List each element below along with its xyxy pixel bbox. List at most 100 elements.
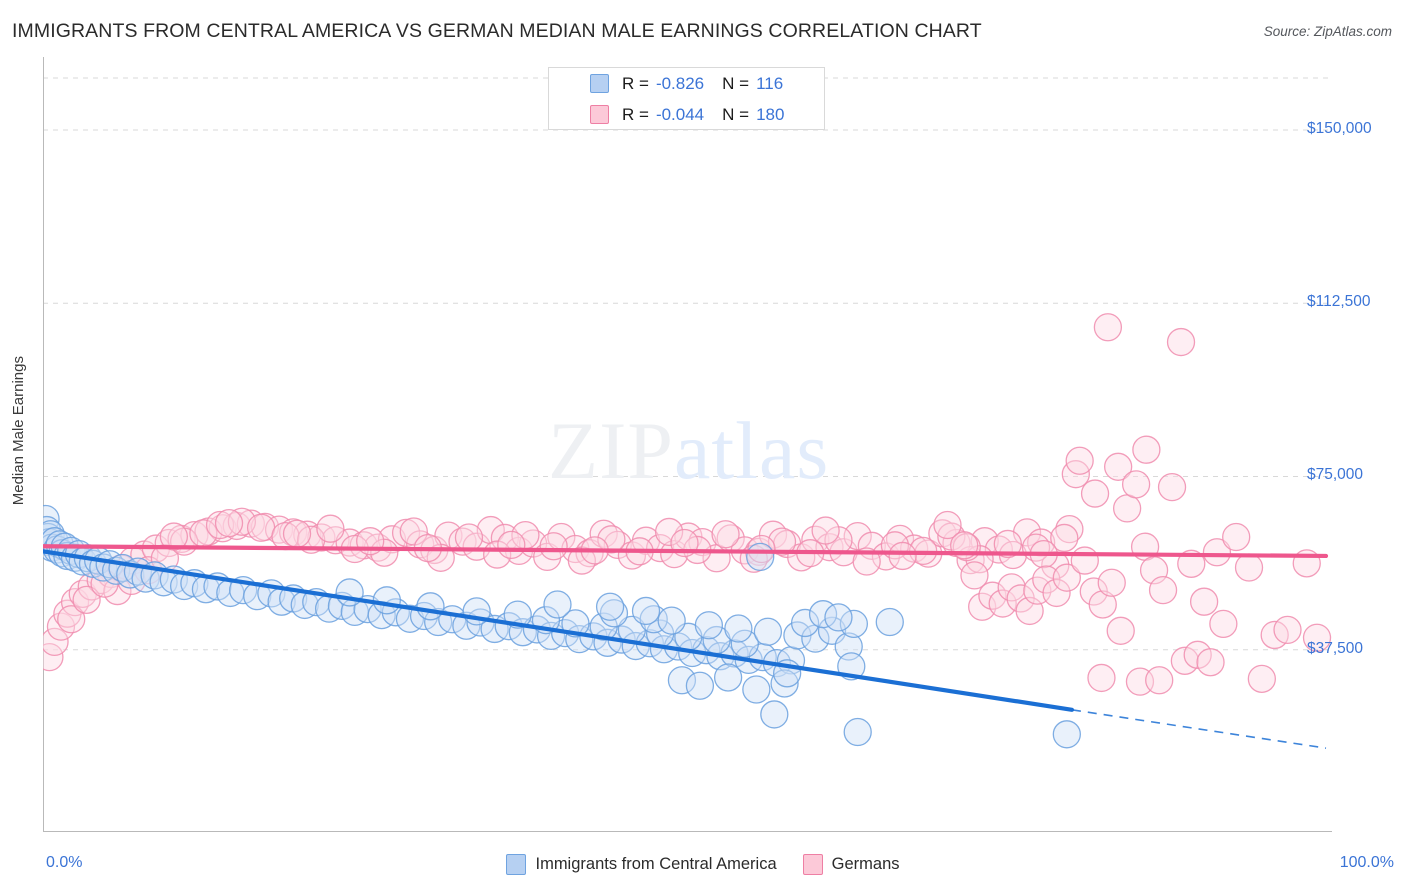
scatter-point [988,589,1017,618]
scatter-point [595,592,625,621]
scatter-point [960,561,989,590]
scatter-point [575,539,604,568]
scatter-point [1202,538,1232,567]
scatter-point [1093,313,1123,342]
scatter-point [997,573,1026,602]
scatter-point [839,609,869,639]
scatter-point [711,520,740,549]
r-label-immigrants: R = [622,73,649,93]
scatter-point [72,585,101,614]
x-axis-max-label: 100.0% [1339,854,1394,871]
scatter-point [416,592,445,621]
scatter-point [1065,446,1094,475]
scatter-point [1050,523,1079,553]
scatter-point [1055,515,1084,544]
y-tick-label: $75,000 [1307,466,1364,484]
scatter-point [631,596,661,626]
scatter-point [968,592,997,621]
scatter-point [57,605,86,634]
trendline-group [43,544,1329,749]
scatter-point [1070,546,1099,575]
scatter-point [1052,563,1081,592]
scatter-point [1222,522,1251,552]
scatter-point [770,669,799,698]
scatter-point [282,519,312,548]
scatter-point [746,542,775,572]
germans-trendline [43,544,1329,559]
y-tick-label: $112,500 [1307,293,1371,311]
legend-item-germans[interactable]: Germans [802,854,900,875]
scatter-point [1247,664,1276,693]
axis-lines [43,57,1332,832]
scatter-point [377,525,407,554]
legend-label-immigrants: Immigrants from Central America [535,855,777,873]
scatter-point [1196,648,1225,677]
scatter-point [1052,720,1081,749]
source-label: Source: ZipAtlas.com [1263,24,1392,39]
scatter-point [724,614,753,643]
n-value-germans: 180 [756,104,785,124]
scatter-point [1132,435,1161,464]
scatter-point [984,535,1013,564]
legend-item-immigrants[interactable]: Immigrants from Central America [506,854,777,875]
scatter-point [1104,452,1133,481]
legend-swatch-germans-icon [802,854,823,875]
y-tick-label: $37,500 [1307,639,1364,657]
immigrants-trendline-extrapolated [1071,709,1327,749]
n-label-germans: N = [722,104,750,124]
plot-area [43,57,1332,832]
scatter-point [654,517,684,547]
scatter-point [1042,578,1071,608]
r-label-germans: R = [622,104,649,124]
scatter-point [933,510,962,540]
scatter-point [476,515,505,545]
scatter-point [43,642,64,672]
scatter-point [852,547,881,576]
swatch-germans-icon [590,105,609,124]
scatter-point [730,629,759,658]
scatter-point [667,666,697,695]
scatter-point [399,517,428,546]
scatter-point [824,603,853,632]
scatter-point [246,513,276,542]
scatter-point [205,510,235,540]
scatter-point [1121,470,1151,499]
scatter-point [1088,590,1117,619]
scatter-point [694,611,724,640]
scatter-point [760,700,789,729]
scatter-point [395,604,425,633]
x-axis-min-label: 0.0% [46,854,83,871]
legend-swatch-immigrants-icon [506,854,527,875]
scatter-point [1106,616,1135,645]
scatter-point [1189,587,1219,616]
scatter-point [747,534,776,564]
scatter-point [1097,568,1126,597]
scatter-point [539,532,568,561]
scatter-point [391,518,421,548]
scatter-point [454,523,484,552]
scatter-point [1166,327,1196,357]
scatter-point [843,521,872,551]
scatter-point [875,607,904,637]
swatch-immigrants-icon [590,74,609,93]
scatter-point [1273,615,1302,645]
scatter-point [1080,479,1110,508]
scatter-point [1112,494,1142,523]
y-tick-label: $150,000 [1307,119,1372,137]
n-label-immigrants: N = [722,73,750,93]
scatter-point [214,508,244,538]
y-axis-title: Median Male Earnings [10,356,27,506]
scatter-point [372,586,401,615]
scatter-point [561,609,590,638]
n-value-immigrants: 116 [756,73,784,93]
r-value-germans: -0.044 [655,104,705,124]
scatter-point [1087,663,1116,693]
scatter-point [753,617,783,646]
scatter-point [597,525,626,554]
germans-point-group [43,313,1332,696]
scatter-point [657,606,686,635]
scatter-point [1234,553,1264,582]
immigrants-trendline [43,549,1075,712]
scatter-point [1148,575,1178,605]
